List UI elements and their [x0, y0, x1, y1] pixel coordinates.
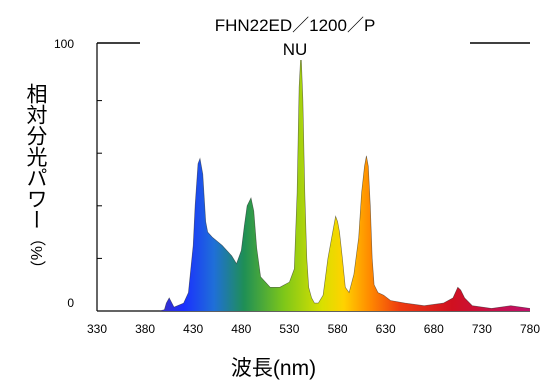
- chart-title-line2: NU: [255, 40, 335, 60]
- spectrum-line: [97, 50, 531, 312]
- chart-title-line1: FHN22ED／1200／P: [130, 16, 460, 36]
- x-tick-label: 330: [86, 322, 108, 336]
- y-axis-label-unit: （%）: [27, 230, 44, 277]
- x-tick-label: 680: [423, 322, 444, 336]
- plot-frame: [96, 42, 530, 312]
- x-tick-label: 530: [279, 322, 300, 336]
- y-tick-label: 0: [67, 296, 74, 310]
- x-tick-label: 480: [231, 322, 252, 336]
- y-tick-label: 100: [53, 37, 74, 51]
- x-axis-label: 波長(nm): [230, 357, 317, 380]
- x-tick-label: 380: [135, 322, 156, 336]
- x-tick-label: 430: [183, 322, 204, 336]
- y-axis-label: 相対分光パワー（%）: [18, 80, 48, 280]
- spectrum-area: [97, 50, 530, 311]
- y-minor-ticks: [97, 100, 102, 259]
- x-tick-label: 630: [375, 322, 396, 336]
- x-tick-label: 580: [327, 322, 348, 336]
- y-axis-label-main: 相対分光パワー: [24, 83, 47, 231]
- x-tick-label: 730: [471, 322, 492, 336]
- x-tick-label: 780: [519, 322, 541, 336]
